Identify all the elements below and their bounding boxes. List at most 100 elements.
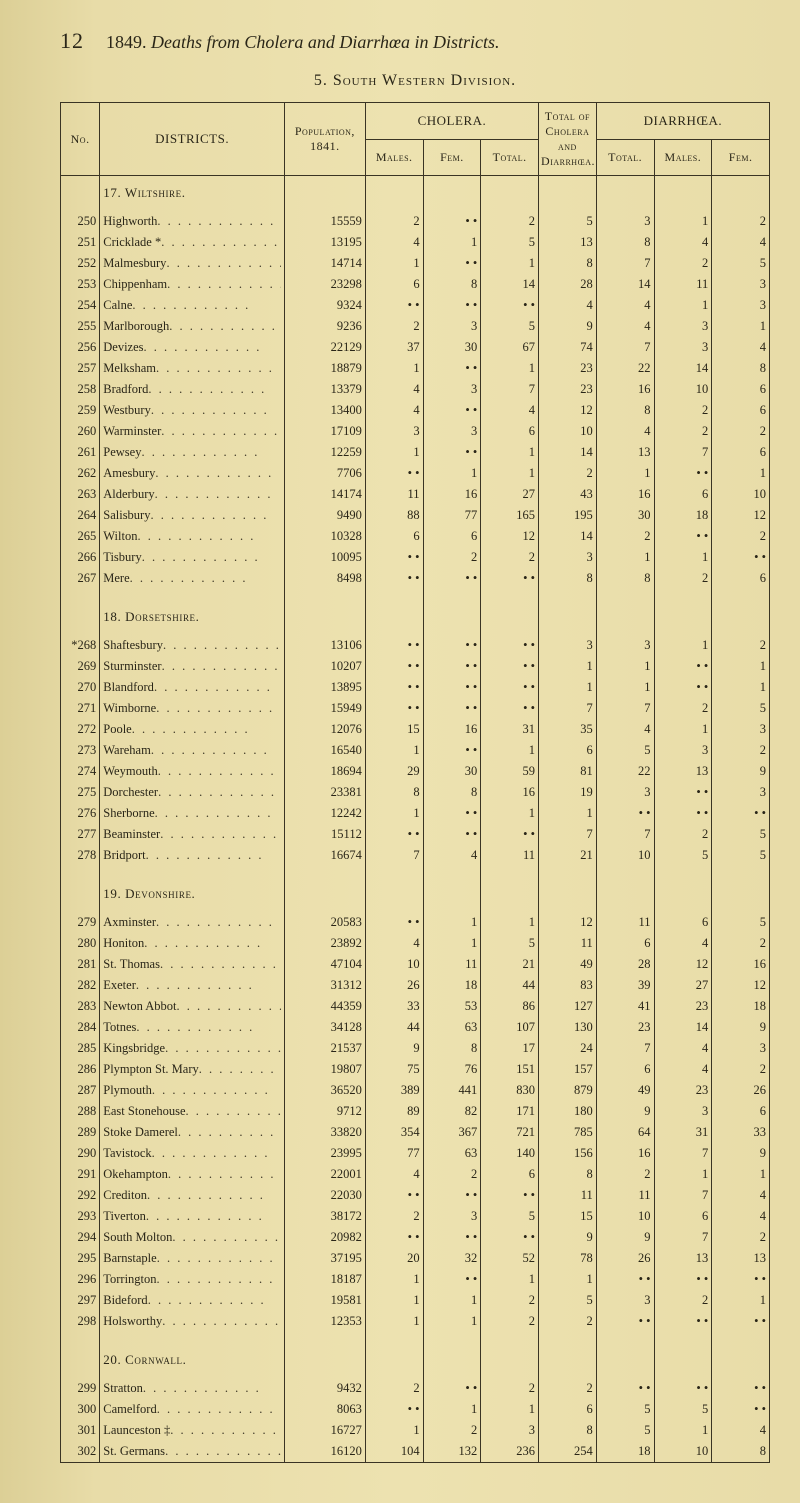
cell-combined-total: 24	[539, 1038, 597, 1059]
cell-diarr-males: 2	[654, 698, 712, 719]
table-row: 274Weymouth186942930598122139	[61, 761, 770, 782]
running-title-year: 1849.	[106, 32, 147, 52]
col-cholera: CHOLERA.	[365, 103, 538, 140]
cell-district: Holsworthy	[100, 1311, 285, 1333]
cell-population: 34128	[285, 1017, 366, 1038]
cell-district: St. Germans	[100, 1441, 285, 1463]
cell-combined-total: 23	[539, 358, 597, 379]
cell-combined-total: 254	[539, 1441, 597, 1463]
cell-combined-total: 11	[539, 933, 597, 954]
cell-combined-total: 13	[539, 232, 597, 253]
cell-no: 267	[61, 568, 100, 590]
cell-diarr-fem: 2	[712, 1059, 770, 1080]
cell-diarr-fem: 5	[712, 253, 770, 274]
table-row: 263Alderbury141741116274316610	[61, 484, 770, 505]
cell-diarr-total: 13	[596, 442, 654, 463]
cell-diarr-total: 9	[596, 1101, 654, 1122]
cell-cholera-fem: • •	[423, 1185, 481, 1206]
cell-diarr-total: 26	[596, 1248, 654, 1269]
cell-diarr-males: 6	[654, 1206, 712, 1227]
cell-no: 261	[61, 442, 100, 463]
cell-cholera-males: 4	[365, 379, 423, 400]
cell-diarr-fem: 3	[712, 1038, 770, 1059]
cell-cholera-fem: • •	[423, 211, 481, 233]
cell-cholera-total: 2	[481, 547, 539, 568]
cell-combined-total: 7	[539, 824, 597, 845]
cell-combined-total: 3	[539, 547, 597, 568]
cell-cholera-fem: 3	[423, 421, 481, 442]
cell-population: 10095	[285, 547, 366, 568]
cell-cholera-males: 4	[365, 232, 423, 253]
cell-diarr-total: 30	[596, 505, 654, 526]
cell-combined-total: 19	[539, 782, 597, 803]
cell-population: 8498	[285, 568, 366, 590]
cell-diarr-males: 27	[654, 975, 712, 996]
cell-diarr-males: • •	[654, 1311, 712, 1333]
cell-cholera-total: 7	[481, 379, 539, 400]
cell-cholera-males: 33	[365, 996, 423, 1017]
cell-cholera-total: • •	[481, 635, 539, 657]
table-head: No. DISTRICTS. Population, 1841. CHOLERA…	[61, 103, 770, 176]
cell-no: 250	[61, 211, 100, 233]
cell-district: Mere	[100, 568, 285, 590]
cell-population: 23298	[285, 274, 366, 295]
cell-population: 18694	[285, 761, 366, 782]
cell-combined-total: 28	[539, 274, 597, 295]
cell-no: 296	[61, 1269, 100, 1290]
cell-diarr-total: 4	[596, 316, 654, 337]
cell-diarr-fem: 9	[712, 761, 770, 782]
table-row: 259Westbury134004• •412826	[61, 400, 770, 421]
cell-diarr-total: • •	[596, 1378, 654, 1400]
cell-diarr-fem: 16	[712, 954, 770, 975]
cell-diarr-total: 3	[596, 211, 654, 233]
group-header: 20. Cornwall.	[61, 1333, 770, 1378]
cell-cholera-fem: 3	[423, 1206, 481, 1227]
cell-diarr-fem: 1	[712, 316, 770, 337]
cell-combined-total: 9	[539, 316, 597, 337]
cell-diarr-males: 2	[654, 421, 712, 442]
cell-district: Bridport	[100, 845, 285, 867]
table-row: 282Exeter3131226184483392712	[61, 975, 770, 996]
cell-population: 47104	[285, 954, 366, 975]
cell-cholera-fem: 1	[423, 1311, 481, 1333]
cell-population: 9712	[285, 1101, 366, 1122]
cell-cholera-males: 75	[365, 1059, 423, 1080]
cell-district: Melksham	[100, 358, 285, 379]
cell-district: Pewsey	[100, 442, 285, 463]
cell-diarr-males: 2	[654, 824, 712, 845]
table-row: 269Sturminster10207• •• •• •11• •1	[61, 656, 770, 677]
cell-cholera-total: 5	[481, 933, 539, 954]
cell-cholera-males: 44	[365, 1017, 423, 1038]
cell-district: Cricklade *	[100, 232, 285, 253]
cell-diarr-males: 23	[654, 996, 712, 1017]
cell-cholera-fem: 367	[423, 1122, 481, 1143]
cell-no: 279	[61, 912, 100, 934]
table-row: 289Stoke Damerel33820354367721785643133	[61, 1122, 770, 1143]
table-row: 286Plympton St. Mary198077576151157642	[61, 1059, 770, 1080]
cell-diarr-males: • •	[654, 803, 712, 824]
cell-combined-total: 83	[539, 975, 597, 996]
cell-diarr-males: 1	[654, 547, 712, 568]
cell-cholera-males: • •	[365, 824, 423, 845]
group-header: 17. Wiltshire.	[61, 176, 770, 211]
cell-population: 17109	[285, 421, 366, 442]
cell-district: Axminster	[100, 912, 285, 934]
cell-cholera-males: • •	[365, 1185, 423, 1206]
cell-diarr-fem: 6	[712, 379, 770, 400]
cell-district: Amesbury	[100, 463, 285, 484]
cell-cholera-total: 171	[481, 1101, 539, 1122]
cell-diarr-fem: 6	[712, 442, 770, 463]
cell-diarr-males: 2	[654, 568, 712, 590]
cell-cholera-total: 1	[481, 253, 539, 274]
col-diarr-total: Total.	[596, 140, 654, 176]
cell-diarr-fem: 1	[712, 463, 770, 484]
table-row: 294South Molton20982• •• •• •9972	[61, 1227, 770, 1248]
cell-cholera-fem: • •	[423, 677, 481, 698]
col-cholera-total: Total.	[481, 140, 539, 176]
cell-cholera-males: 1	[365, 1269, 423, 1290]
group-header: 19. Devonshire.	[61, 867, 770, 912]
cell-cholera-total: 1	[481, 803, 539, 824]
cell-diarr-males: • •	[654, 1378, 712, 1400]
cell-population: 12242	[285, 803, 366, 824]
table-row: 302St. Germans1612010413223625418108	[61, 1441, 770, 1463]
